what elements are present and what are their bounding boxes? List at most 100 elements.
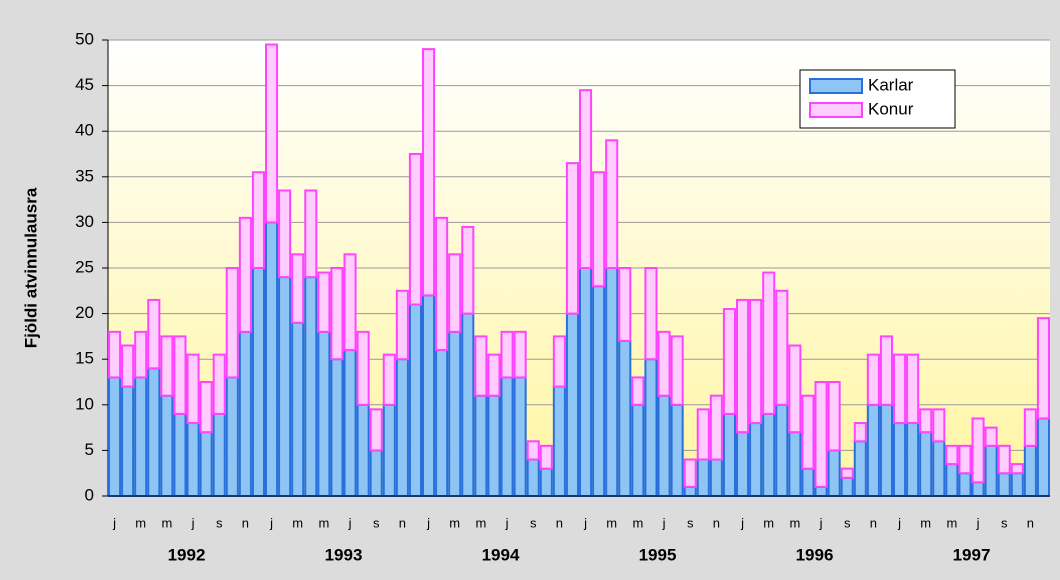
bar-segment (879, 403, 894, 497)
bar-segment (487, 353, 501, 397)
bar-segment (853, 440, 867, 497)
x-tick-label: m (449, 515, 460, 530)
x-tick-label: s (530, 515, 537, 530)
bar-segment (775, 289, 789, 406)
bar-segment (814, 485, 828, 498)
bar-segment (265, 221, 279, 497)
bar-segment (565, 312, 580, 497)
bar-segment (186, 353, 200, 425)
year-label: 1996 (796, 545, 834, 564)
bar-segment (160, 335, 174, 397)
bar-segment (997, 472, 1011, 498)
bar-segment (814, 381, 828, 488)
bar-segment (356, 330, 370, 406)
x-tick-label: m (920, 515, 931, 530)
bar-segment (696, 408, 710, 461)
bar-segment (134, 330, 148, 379)
bar-segment (382, 403, 396, 497)
x-tick-label: j (269, 515, 273, 530)
x-tick-label: j (976, 515, 980, 530)
bar-segment (539, 467, 553, 498)
bar-segment (330, 267, 344, 361)
bar-segment (801, 467, 815, 498)
bar-segment (683, 458, 697, 488)
bar-segment (984, 426, 998, 447)
bar-segment (291, 253, 305, 324)
bar-segment (709, 394, 723, 461)
bar-segment (408, 153, 422, 306)
bar-segment (474, 394, 488, 497)
x-tick-label: m (946, 515, 957, 530)
x-tick-label: s (373, 515, 380, 530)
bar-segment (736, 431, 750, 498)
year-label: 1997 (953, 545, 991, 564)
bar-segment (552, 335, 566, 388)
y-tick-label: 0 (85, 485, 94, 504)
bar-segment (592, 285, 606, 497)
bar-segment (265, 43, 279, 224)
x-tick-label: m (475, 515, 486, 530)
x-tick-label: n (242, 515, 249, 530)
bar-segment (291, 321, 305, 497)
bar-segment (435, 349, 449, 497)
bar-segment (121, 344, 135, 388)
bar-segment (500, 330, 514, 379)
bar-segment (788, 344, 802, 434)
y-tick-label: 5 (85, 440, 94, 459)
x-tick-label: j (348, 515, 352, 530)
bar-segment (238, 330, 252, 497)
x-tick-label: m (606, 515, 617, 530)
bar-segment (618, 339, 632, 497)
bar-segment (1036, 417, 1050, 498)
bar-segment (866, 353, 880, 406)
bar-segment (317, 330, 331, 497)
bar-segment (435, 216, 449, 352)
legend-label: Karlar (868, 75, 914, 94)
bar-segment (644, 267, 658, 361)
bar-segment (1023, 408, 1037, 447)
bar-segment (605, 139, 619, 270)
bar-segment (971, 481, 985, 498)
bar-segment (408, 303, 422, 498)
bar-segment (1036, 317, 1050, 420)
bar-segment (448, 253, 462, 333)
bar-segment (395, 289, 409, 361)
bar-segment (592, 171, 606, 288)
x-tick-label: m (789, 515, 800, 530)
x-tick-label: s (844, 515, 851, 530)
bar-segment (225, 376, 239, 497)
x-tick-label: j (191, 515, 195, 530)
x-tick-label: j (819, 515, 823, 530)
bar-segment (788, 431, 802, 498)
bar-segment (1010, 463, 1024, 475)
bar-segment (448, 330, 462, 497)
bar-segment (683, 485, 697, 498)
bar-segment (317, 271, 331, 333)
bar-segment (775, 403, 789, 497)
x-tick-label: j (426, 515, 430, 530)
bar-segment (382, 353, 396, 406)
y-tick-label: 35 (75, 166, 94, 185)
bar-segment (657, 394, 671, 497)
bar-segment (186, 422, 200, 498)
year-label: 1993 (325, 545, 363, 564)
x-tick-label: n (556, 515, 563, 530)
bar-segment (395, 358, 409, 498)
bar-segment (709, 458, 723, 497)
bar-segment (1023, 444, 1037, 497)
bar-segment (147, 298, 161, 370)
bar-segment (422, 294, 436, 497)
bar-segment (762, 412, 776, 498)
year-label: 1995 (639, 545, 677, 564)
bar-segment (552, 385, 566, 497)
bar-segment (997, 444, 1011, 475)
bar-segment (251, 267, 266, 497)
bar-segment (108, 330, 122, 379)
bar-segment (134, 376, 148, 497)
bar-segment (866, 403, 880, 497)
bar-segment (121, 385, 135, 497)
bar-segment (343, 253, 357, 352)
bar-segment (605, 267, 619, 497)
bar-segment (461, 225, 475, 315)
